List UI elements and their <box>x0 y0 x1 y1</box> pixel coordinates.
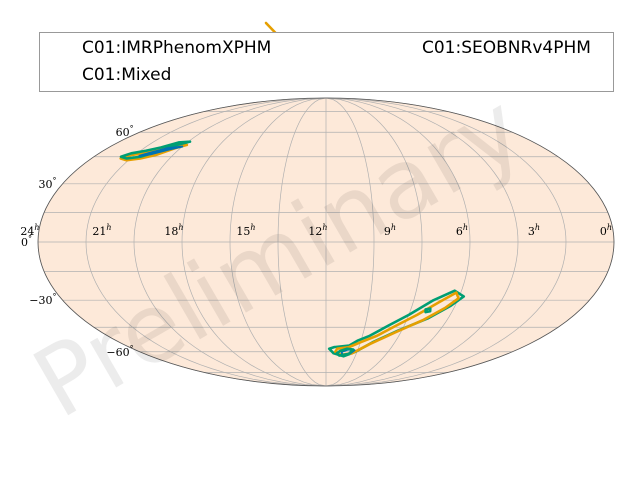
sky-outline <box>37 97 615 387</box>
ra-tick-label: 24h <box>20 223 39 238</box>
ra-tick-label: 0h <box>600 223 612 238</box>
credible-region-contours <box>119 140 466 358</box>
dec-tick-labels: 60° 30° 0° −30° −60° <box>21 124 134 359</box>
mollweide-plot: 24h 21h 18h 15h 12h 9h 6h 3h 0h 60° 30° 0° −30° −60° <box>20 97 615 387</box>
dec-tick-label: −60° <box>106 344 133 359</box>
ra-tick-label: 21h <box>92 223 111 238</box>
legend: C01:IMRPhenomXPHM C01:SEOBNRv4PHM C01:Mi… <box>39 32 614 92</box>
contour-c01-mixed <box>424 307 432 314</box>
contour-imrphenomxphm <box>138 145 184 157</box>
legend-entry-imrphenomxphm: C01:IMRPhenomXPHM <box>82 38 272 58</box>
ra-tick-labels: 24h 21h 18h 15h 12h 9h 6h 3h 0h <box>20 223 612 238</box>
legend-entry-mixed: C01:Mixed <box>82 65 172 85</box>
ra-tick-label: 3h <box>528 223 540 238</box>
ra-tick-label: 9h <box>384 223 396 238</box>
dec-tick-label: 0° <box>21 234 32 249</box>
dec-tick-label: 60° <box>116 124 134 139</box>
ra-tick-label: 15h <box>236 223 255 238</box>
ra-tick-label: 6h <box>456 223 468 238</box>
dec-tick-label: −30° <box>29 292 56 307</box>
contour-c01-mixed <box>335 347 355 357</box>
ra-tick-label: 12h <box>308 223 327 238</box>
legend-entry-seobnrv4phm: C01:SEOBNRv4PHM <box>422 38 591 58</box>
ra-tick-label: 18h <box>164 223 183 238</box>
dec-tick-label: 30° <box>39 176 57 191</box>
